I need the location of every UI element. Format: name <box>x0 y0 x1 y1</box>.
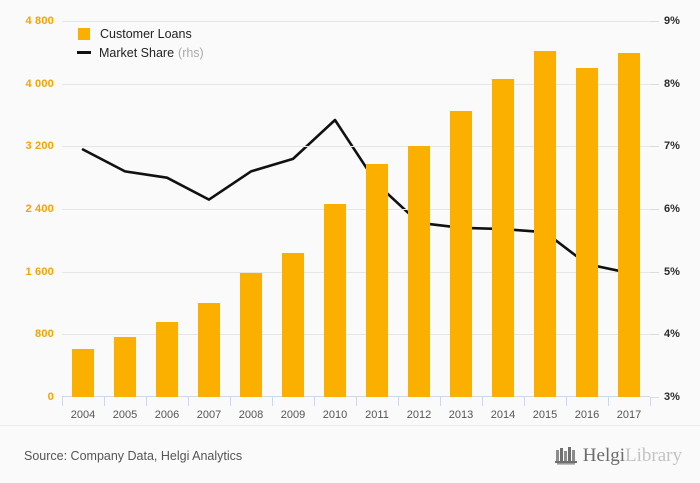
x-axis: 2004 2005 2006 2007 2008 2009 2010 2011 2012 2013… <box>62 397 651 427</box>
y-axis-right-tick <box>650 334 659 336</box>
gridline <box>62 334 650 336</box>
bar-2013[interactable] <box>450 111 472 397</box>
bar-2008[interactable] <box>240 273 262 397</box>
x-axis-tick <box>566 397 567 406</box>
x-axis-tick <box>188 397 189 406</box>
bar-2007[interactable] <box>198 303 220 397</box>
x-axis-label-2010: 2010 <box>322 409 348 421</box>
bar-2011[interactable] <box>366 163 388 397</box>
gridline <box>62 209 650 210</box>
gridline <box>62 83 650 85</box>
footer-divider <box>0 425 700 426</box>
bar-2016[interactable] <box>576 68 598 397</box>
x-axis-tick <box>398 397 399 406</box>
x-axis-tick <box>146 397 147 406</box>
bar-2005[interactable] <box>114 337 136 397</box>
y-axis-right-tick <box>650 21 659 22</box>
x-axis-label-2004: 2004 <box>70 409 96 421</box>
x-axis-tick <box>104 397 105 406</box>
source-note: Source: Company Data, Helgi Analytics <box>24 449 243 463</box>
y-axis-right-tick-label: 5% <box>664 265 680 278</box>
x-axis-label-2005: 2005 <box>112 409 138 421</box>
y-axis-right-tick <box>650 271 659 273</box>
x-axis-label-2015: 2015 <box>532 409 558 421</box>
x-axis-label-2006: 2006 <box>154 409 180 421</box>
y-axis-right-tick-label: 7% <box>664 140 680 153</box>
y-axis-left-tick-label: 2 400 <box>25 203 54 215</box>
y-axis-left-tick-label: 3 200 <box>25 140 54 153</box>
y-axis-left-tick-label: 800 <box>35 328 54 341</box>
x-axis-tick <box>230 397 231 406</box>
library-books-icon <box>554 447 577 465</box>
bar-2012[interactable] <box>408 146 430 397</box>
legend-item-axis-note: (rhs) <box>178 45 204 60</box>
x-axis-label-2011: 2011 <box>365 409 389 421</box>
x-axis-baseline <box>62 396 650 397</box>
x-axis-tick <box>608 397 609 406</box>
bar-2015[interactable] <box>534 50 556 397</box>
legend-square-swatch-icon <box>78 27 90 40</box>
x-axis-label-2009: 2009 <box>280 409 306 421</box>
y-axis-left-tick-label: 1 600 <box>25 265 54 278</box>
x-axis-label-2013: 2013 <box>448 409 474 421</box>
x-axis-tick <box>482 397 483 406</box>
legend-line-swatch-icon <box>77 51 91 54</box>
legend-item-customer-loans[interactable]: Customer Loans <box>78 24 204 43</box>
x-axis-tick <box>524 397 525 406</box>
logo-text-secondary: Library <box>625 445 682 466</box>
gridline <box>62 146 650 148</box>
bar-2004[interactable] <box>72 349 94 397</box>
x-axis-tick <box>356 397 357 406</box>
gridline <box>62 21 650 22</box>
helgi-library-logo[interactable]: Helgi Library <box>554 445 682 467</box>
y-axis-right-tick <box>650 209 659 210</box>
y-axis-right-tick <box>650 397 659 398</box>
y-axis-left-tick-label: 4 000 <box>25 77 54 90</box>
x-axis-label-2012: 2012 <box>406 409 432 421</box>
x-axis-label-2016: 2016 <box>574 409 600 421</box>
x-axis-label-2007: 2007 <box>196 409 222 421</box>
legend-item-market-share[interactable]: Market Share (rhs) <box>77 43 204 62</box>
logo-text-primary: Helgi <box>582 445 626 466</box>
y-axis-right-tick <box>650 83 659 85</box>
y-axis-left-tick-label: 0 <box>47 391 54 403</box>
y-axis-right-tick <box>650 146 659 148</box>
y-axis-right-tick-label: 3% <box>664 391 680 403</box>
x-axis-tick <box>272 397 273 406</box>
bar-2017[interactable] <box>618 53 640 397</box>
x-axis-label-2017: 2017 <box>616 409 642 421</box>
x-axis-tick <box>62 397 63 406</box>
gridline <box>62 271 650 273</box>
y-axis-right-tick-label: 6% <box>664 203 680 215</box>
bar-2009[interactable] <box>282 252 304 397</box>
y-axis-right-tick-label: 8% <box>664 77 680 90</box>
y-axis-right-tick-label: 9% <box>664 15 680 27</box>
legend-item-label: Market Share <box>99 45 175 60</box>
plot-area <box>62 21 650 397</box>
bar-2014[interactable] <box>492 78 514 397</box>
x-axis-label-2014: 2014 <box>490 409 516 421</box>
bar-2010[interactable] <box>324 204 346 397</box>
x-axis-tick <box>440 397 441 406</box>
chart-legend: Customer Loans Market Share (rhs) <box>77 24 204 62</box>
x-axis-tick <box>650 397 651 406</box>
y-axis-left-tick-label: 4 800 <box>25 15 54 27</box>
y-axis-right-tick-label: 4% <box>664 328 680 341</box>
x-axis-label-2008: 2008 <box>238 409 264 421</box>
legend-item-label: Customer Loans <box>100 26 192 41</box>
x-axis-tick <box>314 397 315 406</box>
bar-2006[interactable] <box>156 321 178 397</box>
